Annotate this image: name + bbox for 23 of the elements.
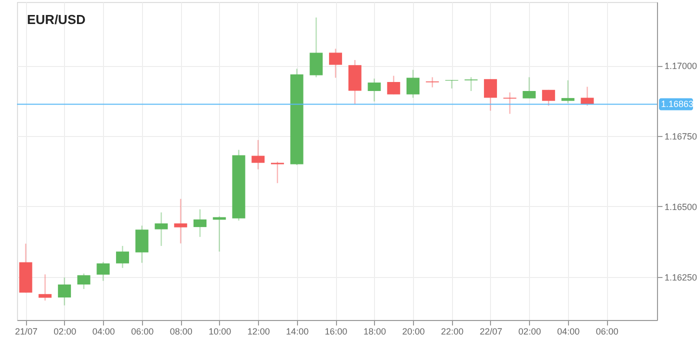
x-tick-label: 02:00 xyxy=(54,326,76,336)
x-tick-label: 14:00 xyxy=(286,326,309,336)
x-tick-label: 10:00 xyxy=(208,326,232,336)
x-tick-label: 22:00 xyxy=(440,326,464,336)
y-tick-label: 1.16750 xyxy=(664,132,698,142)
x-tick-label: 18:00 xyxy=(364,326,386,336)
x-tick-label: 16:00 xyxy=(324,326,348,336)
x-tick-label: 08:00 xyxy=(170,326,192,336)
x-tick-label: 06:00 xyxy=(596,326,618,336)
x-tick-label: 20:00 xyxy=(402,326,425,336)
y-tick-label: 1.17000 xyxy=(664,61,698,72)
x-tick-label: 21/07 xyxy=(14,326,38,336)
x-tick-label: 04:00 xyxy=(557,326,580,336)
y-tick-label: 1.16500 xyxy=(664,202,698,212)
x-tick-label: 12:00 xyxy=(247,326,270,336)
x-tick-label: 06:00 xyxy=(131,326,154,336)
candlestick xyxy=(445,79,458,90)
y-tick-label: 1.16250 xyxy=(664,272,698,282)
text: EUR/USD xyxy=(27,12,86,27)
x-tick-label: 22/07 xyxy=(480,326,502,336)
ref-line-label: 1.16863 xyxy=(661,99,694,110)
x-tick-label: 02:00 xyxy=(518,326,541,336)
x-tick-label: 04:00 xyxy=(92,326,115,336)
